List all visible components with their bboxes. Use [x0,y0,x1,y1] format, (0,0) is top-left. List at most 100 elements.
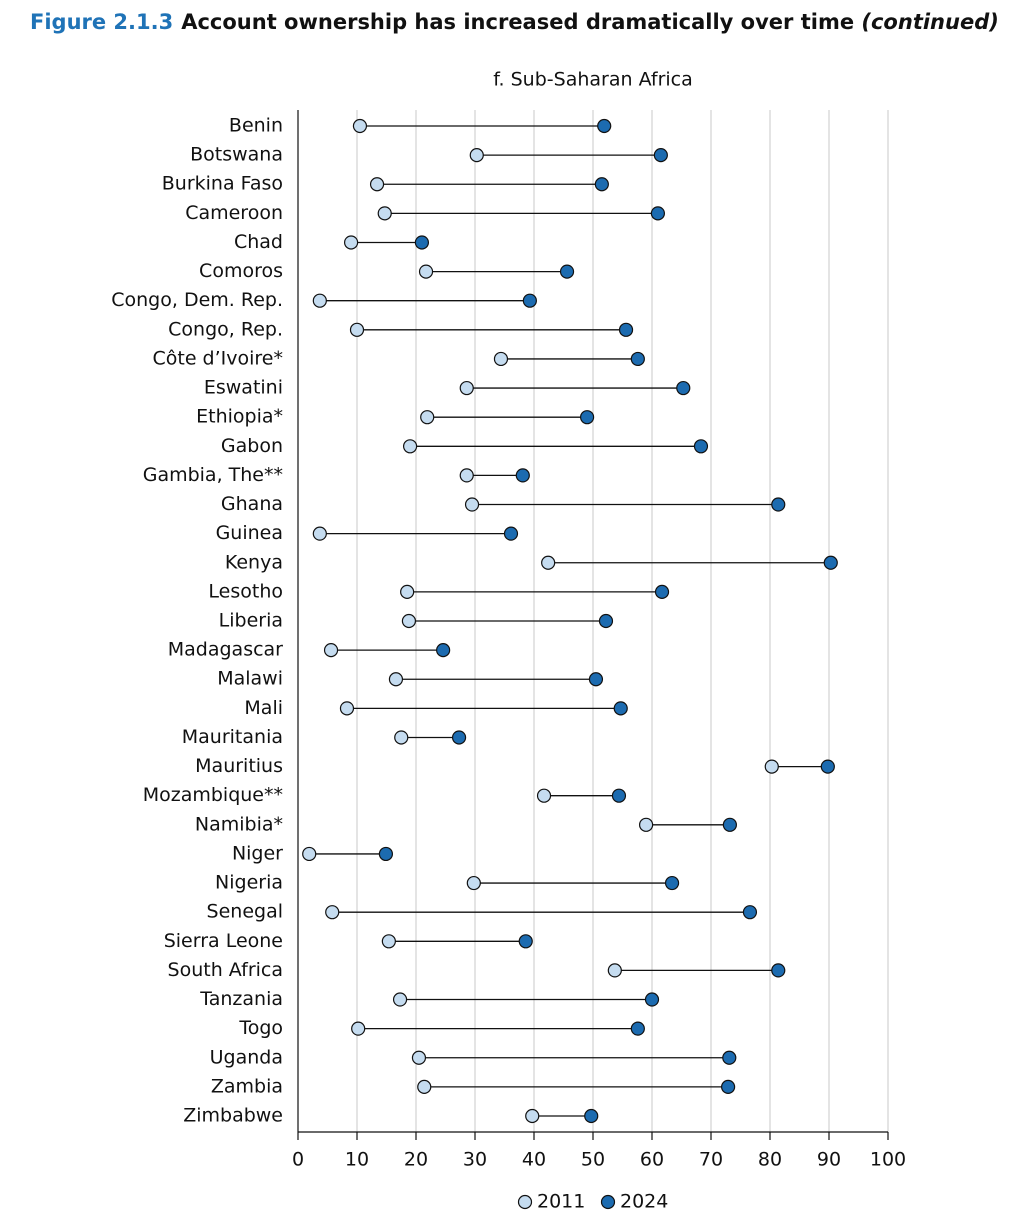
dot [771,497,786,512]
dot [721,1079,736,1094]
y-tick-label: Guinea [216,522,283,544]
y-tick-label: Burkina Faso [162,173,283,195]
dot [464,497,480,512]
x-tick-label: 50 [581,1149,605,1171]
dot [559,264,575,279]
dot [378,846,394,862]
y-tick-label: Gabon [221,435,283,457]
y-tick-label: Kenya [225,551,283,573]
dot [742,905,758,920]
dot [607,963,622,978]
dot [466,875,481,891]
dot [664,875,680,891]
y-tick-label: Madagascar [168,639,283,661]
figure-label: Figure 2.1.3 [30,10,174,34]
dot [764,759,779,774]
y-tick-label: Comoros [199,260,283,282]
y-tick-label: Uganda [210,1046,283,1068]
dot [312,293,327,308]
y-tick-label: Sierra Leone [164,930,283,952]
dot [650,206,666,221]
dot [381,934,396,949]
dot [344,235,359,250]
dot [451,730,467,745]
dot [525,1108,540,1124]
dot [493,351,509,367]
dot [414,235,429,250]
y-tick-label: Ethiopia* [196,406,283,428]
y-tick-label: Malawi [217,668,283,690]
dot [339,701,355,716]
dot [418,264,434,279]
dot [459,380,474,396]
dot [411,1050,427,1065]
dot [598,613,614,629]
dot [630,351,645,367]
chart-title: Account ownership has increased dramatic… [181,10,855,34]
dot [518,934,533,949]
dot [541,555,556,570]
y-tick-label: Liberia [219,610,283,632]
dot [312,526,327,541]
dot [349,322,365,337]
dot [369,177,385,192]
x-tick-label: 80 [758,1149,782,1171]
y-tick-label: Congo, Dem. Rep. [111,289,283,311]
x-tick-label: 10 [345,1149,369,1171]
y-tick-label: Congo, Rep. [168,318,283,340]
title: Figure 2.1.3 Account ownership has increa… [30,10,999,34]
dot [594,177,609,192]
dot [584,1108,599,1124]
dot [644,992,660,1007]
legend-label: 2011 [537,1191,585,1213]
dot [618,322,634,337]
dot [392,992,408,1007]
y-tick-label: Lesotho [208,580,283,602]
legend-label: 2024 [620,1191,668,1213]
x-tick-label: 20 [404,1149,428,1171]
x-tick-label: 30 [463,1149,487,1171]
legend-marker [600,1194,616,1210]
x-tick-label: 40 [522,1149,546,1171]
dot [676,380,691,396]
x-tick-label: 100 [870,1149,906,1171]
dot [771,963,786,978]
dot [693,439,709,454]
dot [722,1050,737,1065]
y-tick-label: Togo [238,1017,283,1039]
dot [420,410,435,425]
dot [352,118,368,134]
dot [325,905,340,920]
dot [630,1021,645,1036]
y-tick-label: Cameroon [185,202,283,224]
dot [388,672,404,687]
x-tick-label: 70 [699,1149,723,1171]
y-tick-label: Tanzania [199,988,283,1010]
legend-marker [517,1194,533,1210]
y-tick-label: Chad [234,231,283,253]
y-tick-label: Zambia [211,1075,283,1097]
y-tick-label: Eswatini [204,377,283,399]
dot [351,1021,366,1036]
y-tick-label: Namibia* [195,813,283,835]
dot [653,148,668,163]
y-tick-label: Côte d’Ivoire* [152,347,283,369]
dot [377,206,392,221]
y-tick-label: Benin [229,115,283,137]
dot [459,468,474,483]
y-tick-label: South Africa [168,959,283,981]
dot [579,410,595,425]
dot [613,701,628,716]
dot [515,468,530,483]
dot [417,1079,432,1094]
x-tick-label: 60 [640,1149,664,1171]
dot [638,817,654,832]
x-tick-label: 0 [292,1149,304,1171]
y-tick-label: Niger [232,842,283,864]
dot [503,526,519,541]
dot [654,584,670,599]
dot [302,846,317,862]
dot [823,555,838,570]
